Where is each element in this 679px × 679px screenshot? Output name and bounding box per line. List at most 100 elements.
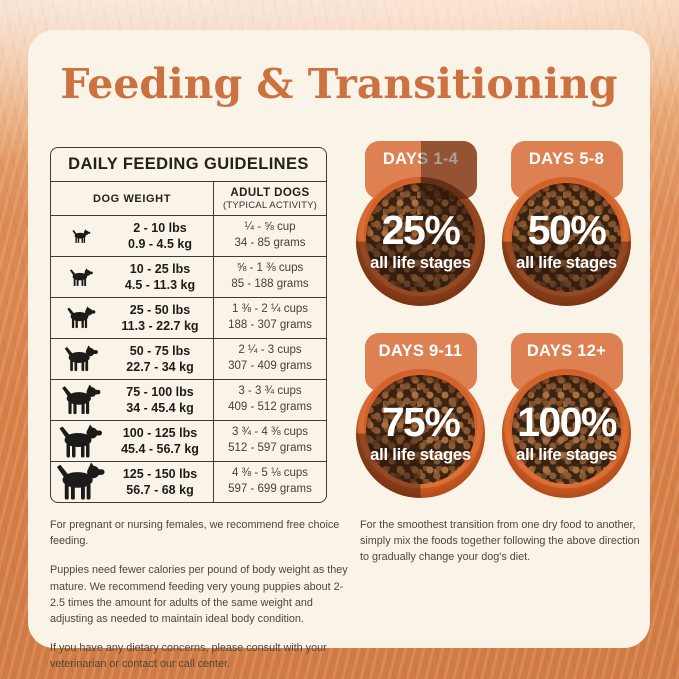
amount-cell: 3 ¾ - 4 ⅜ cups 512 - 597 grams [213, 421, 326, 461]
weight-lbs: 125 - 150 lbs [122, 466, 198, 481]
dog-icon [51, 345, 111, 372]
dog-icon [51, 424, 111, 459]
days-tab: DAYS 12+ [510, 333, 623, 391]
amount-cups: 3 ¾ - 4 ⅜ cups [231, 426, 309, 439]
amount-cell: ⅝ - 1 ⅜ cups 85 - 188 grams [213, 257, 326, 297]
days-tab: DAYS 1-4 [364, 141, 477, 199]
transition-step-days-9-11: DAYS 9-11 75% all life stages [356, 333, 485, 498]
feeding-guidelines-table: DAILY FEEDING GUIDELINES DOG WEIGHT ADUL… [50, 147, 327, 503]
kibble-bowl: 75% all life stages [356, 369, 485, 498]
dog-icon [51, 228, 111, 244]
weight-kg: 11.3 - 22.7 kg [121, 319, 199, 333]
weight-kg: 22.7 - 34 kg [126, 360, 194, 374]
amount-cell: 2 ¼ - 3 cups 307 - 409 grams [213, 339, 326, 379]
kibble-texture [512, 183, 621, 292]
amount-cell: 4 ⅜ - 5 ⅛ cups 597 - 699 grams [213, 462, 326, 502]
weight-cell: 25 - 50 lbs 11.3 - 22.7 kg [51, 298, 213, 338]
table-row: 75 - 100 lbs 34 - 45.4 kg 3 - 3 ¾ cups 409… [51, 379, 326, 420]
kibble-bowl: 25% all life stages [356, 177, 485, 306]
days-label: DAYS 9-11 [365, 342, 477, 361]
column-header-adult-dogs: ADULT DOGS (TYPICAL ACTIVITY) [213, 182, 326, 215]
transition-grid: DAYS 1-4 25% all life stages DAYS 5-8 [356, 141, 631, 498]
amount-grams: 34 - 85 grams [234, 237, 306, 249]
weight-kg: 4.5 - 11.3 kg [124, 278, 196, 292]
amount-grams: 597 - 699 grams [228, 483, 312, 495]
column-header-dog-weight: DOG WEIGHT [92, 192, 172, 205]
amount-cups: 2 ¼ - 3 cups [238, 344, 302, 357]
feeding-notes: For pregnant or nursing females, we reco… [50, 517, 352, 679]
typical-activity-label: (TYPICAL ACTIVITY) [222, 199, 318, 211]
kibble-bowl: 100% all life stages [502, 369, 631, 498]
info-card: Feeding & Transitioning DAILY FEEDING GU… [28, 30, 650, 670]
amount-cups: ¼ - ⅝ cup [244, 221, 296, 234]
amount-cups: 1 ⅜ - 2 ¼ cups [231, 303, 309, 316]
days-tab: DAYS 9-11 [364, 333, 477, 391]
mix-shade-overlay [502, 369, 631, 498]
note-pregnant-nursing: For pregnant or nursing females, we reco… [50, 519, 340, 548]
table-row: 125 - 150 lbs 56.7 - 68 kg 4 ⅜ - 5 ⅛ cups… [51, 461, 326, 502]
dog-icon [51, 384, 111, 416]
table-header-row: DOG WEIGHT ADULT DOGS (TYPICAL ACTIVITY) [51, 182, 326, 215]
note-transition: For the smoothest transition from one dr… [360, 519, 640, 564]
adult-dogs-label: ADULT DOGS [230, 186, 310, 199]
weight-lbs: 50 - 75 lbs [129, 343, 191, 358]
amount-grams: 512 - 597 grams [228, 442, 312, 454]
mix-shade-overlay [510, 333, 623, 391]
weight-cell: 2 - 10 lbs 0.9 - 4.5 kg [51, 216, 213, 256]
amount-cell: 1 ⅜ - 2 ¼ cups 188 - 307 grams [213, 298, 326, 338]
kibble-texture [512, 375, 621, 484]
days-label: DAYS 1-4 [365, 150, 477, 169]
weight-kg: 34 - 45.4 kg [126, 401, 194, 415]
life-stages-label: all life stages [370, 446, 471, 464]
mix-shade-overlay [364, 141, 477, 199]
amount-cups: 3 - 3 ¾ cups [238, 385, 302, 398]
transition-step-days-1-4: DAYS 1-4 25% all life stages [356, 141, 485, 306]
weight-kg: 0.9 - 4.5 kg [128, 237, 192, 251]
mix-shade-overlay [356, 177, 485, 306]
mix-shade-overlay [356, 369, 485, 498]
amount-cell: 3 - 3 ¾ cups 409 - 512 grams [213, 380, 326, 420]
bowl-caption: 25% all life stages [356, 177, 485, 306]
weight-cell: 100 - 125 lbs 45.4 - 56.7 kg [51, 421, 213, 461]
page-title: Feeding & Transitioning [60, 60, 618, 108]
weight-cell: 50 - 75 lbs 22.7 - 34 kg [51, 339, 213, 379]
weight-lbs: 2 - 10 lbs [133, 220, 187, 235]
life-stages-label: all life stages [516, 254, 617, 272]
table-row: 25 - 50 lbs 11.3 - 22.7 kg 1 ⅜ - 2 ¼ cups… [51, 297, 326, 338]
dog-icon [51, 462, 111, 501]
note-dietary-concerns: If you have any dietary concerns, please… [50, 642, 327, 671]
days-label: DAYS 5-8 [511, 150, 623, 169]
weight-kg: 45.4 - 56.7 kg [121, 442, 199, 456]
table-row: 100 - 125 lbs 45.4 - 56.7 kg 3 ¾ - 4 ⅜ cu… [51, 420, 326, 461]
weight-kg: 56.7 - 68 kg [126, 483, 194, 497]
kibble-texture [366, 183, 475, 292]
mix-percent: 25% [381, 207, 461, 253]
days-label: DAYS 12+ [511, 342, 623, 361]
note-puppies: Puppies need fewer calories per pound of… [50, 564, 348, 625]
mix-shade-overlay [502, 177, 631, 306]
amount-cups: 4 ⅜ - 5 ⅛ cups [231, 467, 309, 480]
weight-lbs: 75 - 100 lbs [126, 384, 194, 399]
weight-lbs: 25 - 50 lbs [129, 302, 191, 317]
amount-grams: 409 - 512 grams [228, 401, 312, 413]
amount-cell: ¼ - ⅝ cup 34 - 85 grams [213, 216, 326, 256]
mix-percent: 75% [381, 399, 461, 445]
bowl-caption: 100% all life stages [502, 369, 631, 498]
table-row: 50 - 75 lbs 22.7 - 34 kg 2 ¼ - 3 cups 307 … [51, 338, 326, 379]
dog-icon [51, 267, 111, 287]
weight-cell: 125 - 150 lbs 56.7 - 68 kg [51, 462, 213, 502]
table-title: DAILY FEEDING GUIDELINES [51, 148, 326, 182]
mix-shade-overlay [364, 333, 477, 391]
dog-icon [51, 306, 111, 329]
kibble-bowl: 50% all life stages [502, 177, 631, 306]
bowl-caption: 75% all life stages [356, 369, 485, 498]
bowl-caption: 50% all life stages [502, 177, 631, 306]
mix-shade-overlay [510, 141, 623, 199]
life-stages-label: all life stages [370, 254, 471, 272]
amount-grams: 188 - 307 grams [228, 319, 312, 331]
weight-cell: 10 - 25 lbs 4.5 - 11.3 kg [51, 257, 213, 297]
table-row: 10 - 25 lbs 4.5 - 11.3 kg ⅝ - 1 ⅜ cups 85 … [51, 256, 326, 297]
life-stages-label: all life stages [516, 446, 617, 464]
days-tab: DAYS 5-8 [510, 141, 623, 199]
